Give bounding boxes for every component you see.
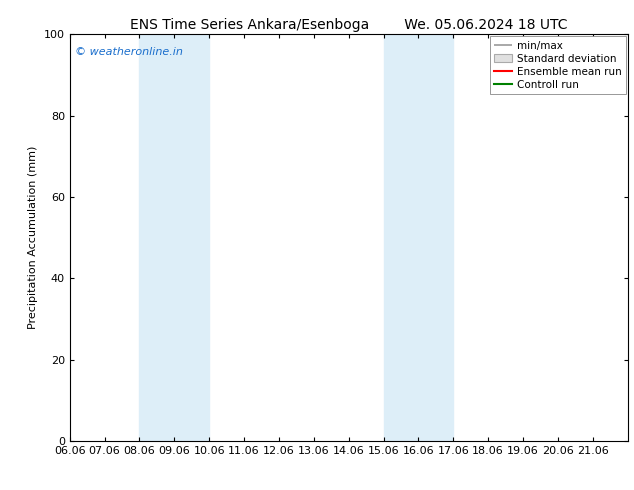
Legend: min/max, Standard deviation, Ensemble mean run, Controll run: min/max, Standard deviation, Ensemble me… [489,36,626,94]
Y-axis label: Precipitation Accumulation (mm): Precipitation Accumulation (mm) [29,146,38,329]
Bar [139,34,209,441]
Bar [384,34,453,441]
Title: ENS Time Series Ankara/Esenboga        We. 05.06.2024 18 UTC: ENS Time Series Ankara/Esenboga We. 05.0… [130,18,567,32]
Text: © weatheronline.in: © weatheronline.in [75,47,183,56]
